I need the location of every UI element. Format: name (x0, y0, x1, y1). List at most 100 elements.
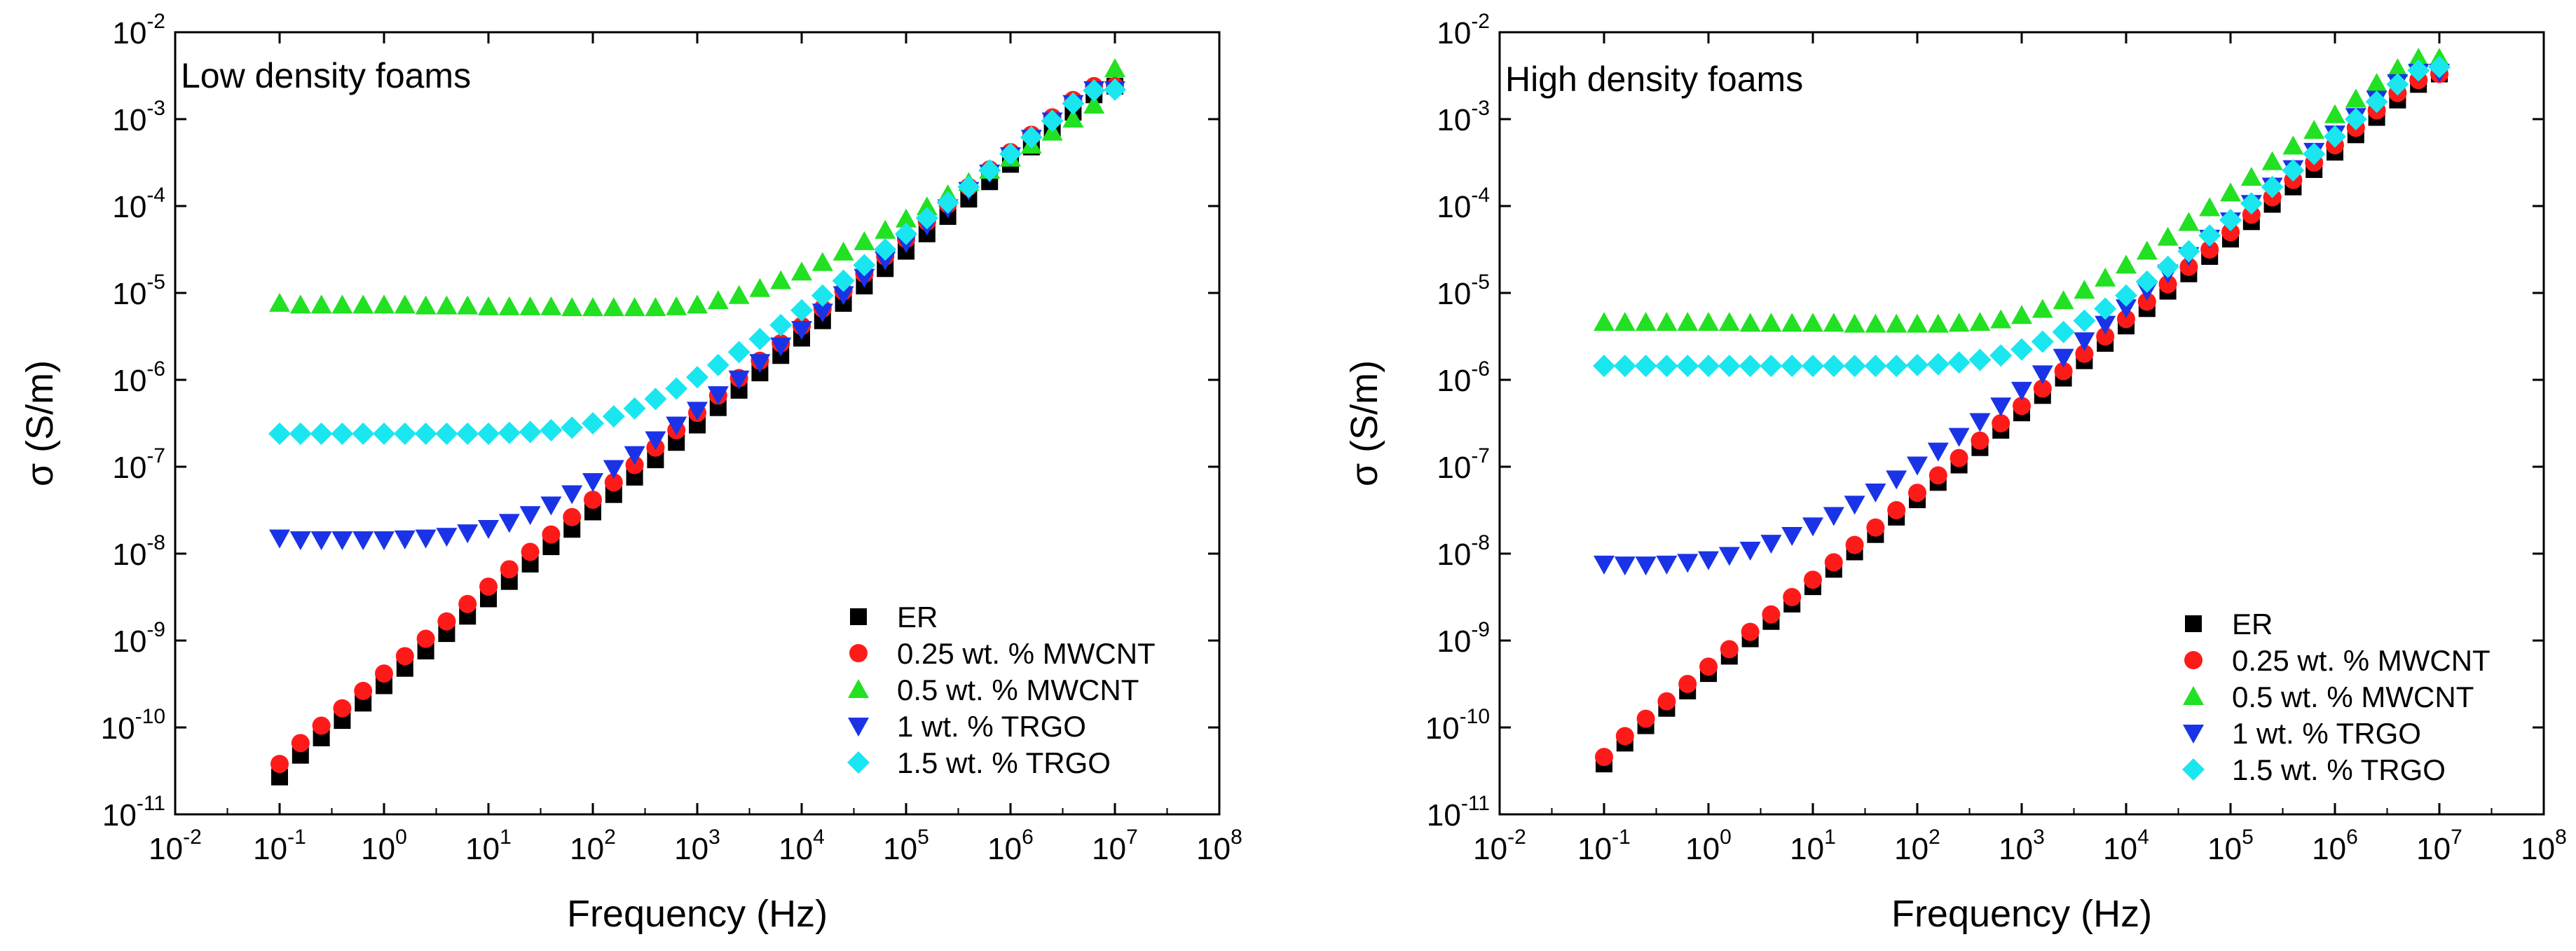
data-point (2386, 73, 2409, 96)
data-point (603, 460, 624, 479)
data-point (1864, 355, 1887, 378)
data-point (790, 299, 813, 322)
data-point (895, 222, 917, 245)
data-point (2179, 257, 2198, 276)
data-point (2408, 48, 2430, 67)
data-point (1656, 312, 1678, 331)
y-tick-label: 10-3 (112, 97, 165, 137)
data-point (2177, 240, 2200, 263)
data-point (687, 294, 708, 314)
y-tick-label: 10-3 (1437, 97, 1490, 137)
data-point (1062, 92, 1085, 115)
data-point (1698, 551, 1719, 570)
data-point (1595, 748, 1613, 767)
data-point (395, 647, 414, 666)
data-point (1635, 556, 1657, 576)
data-point (1760, 535, 1782, 554)
data-point (2115, 284, 2137, 307)
data-point (2074, 332, 2095, 352)
data-point (2282, 135, 2304, 155)
data-point (769, 313, 793, 336)
data-point (811, 303, 833, 323)
x-axis-label: Frequency (Hz) (567, 893, 828, 935)
x-tick-label: 102 (570, 826, 616, 866)
data-point (457, 295, 479, 315)
data-point (498, 296, 520, 315)
data-point (2052, 320, 2075, 343)
data-point (1593, 355, 1615, 378)
data-point (519, 296, 541, 315)
data-point (1927, 442, 1949, 462)
data-point (624, 446, 645, 465)
data-point (1948, 427, 1970, 447)
series-5 (268, 78, 1126, 445)
x-tick-label: 10-1 (253, 826, 306, 866)
y-tick-label: 10-10 (101, 705, 165, 746)
data-point (2387, 58, 2409, 78)
data-point (875, 251, 896, 271)
data-point (1969, 312, 1991, 331)
data-point (582, 297, 603, 317)
data-point (645, 297, 666, 317)
data-point (2031, 330, 2054, 353)
data-point (2428, 55, 2451, 78)
data-point (2033, 379, 2052, 398)
data-point (707, 386, 729, 406)
data-point (373, 422, 395, 445)
data-point (2366, 73, 2387, 93)
data-point (312, 716, 331, 735)
data-point (2303, 142, 2326, 165)
data-point (1020, 126, 1043, 149)
data-point (1802, 355, 1824, 378)
data-point (2219, 208, 2242, 231)
data-point (2345, 88, 2366, 108)
data-point (1697, 355, 1720, 378)
data-point (770, 270, 792, 289)
data-point (936, 191, 959, 214)
data-point (269, 292, 290, 312)
data-point (498, 421, 521, 444)
legend-marker (2182, 758, 2205, 781)
y-tick-label: 10-10 (1425, 705, 1490, 746)
data-point (2157, 226, 2179, 246)
series-4 (269, 81, 1125, 551)
data-point (1781, 313, 1803, 332)
data-point (500, 560, 519, 579)
data-point (2344, 108, 2367, 130)
data-point (1885, 355, 1908, 378)
data-point (2178, 212, 2200, 231)
legend-marker (848, 718, 869, 737)
x-tick-label: 100 (1685, 826, 1732, 866)
data-point (2324, 125, 2346, 148)
series-2 (1595, 64, 2448, 767)
x-axis: 10-2 10-1 100 101 102 103 104 105 106 107 108 (149, 32, 1242, 866)
x-tick-label: 103 (1999, 826, 2045, 866)
data-point (1824, 553, 1843, 572)
data-point (291, 734, 310, 753)
data-point (2282, 159, 2305, 182)
data-point (2116, 299, 2137, 319)
data-point (584, 491, 602, 509)
data-point (1781, 526, 1803, 546)
data-point (436, 295, 458, 315)
data-point (1676, 355, 1699, 378)
x-tick-label: 106 (987, 826, 1034, 866)
data-point (561, 297, 583, 317)
data-point (874, 238, 897, 261)
data-point (1844, 313, 1865, 333)
data-point (1906, 353, 1928, 376)
legend-marker (2184, 651, 2202, 669)
data-point (310, 294, 332, 314)
data-point (1062, 109, 1084, 128)
data-point (1990, 397, 2012, 417)
data-point (2198, 224, 2221, 247)
data-point (854, 268, 875, 288)
data-point (832, 269, 855, 292)
legend-label: 0.25 wt. % MWCNT (2232, 644, 2491, 677)
data-point (1971, 431, 1989, 450)
data-point (1677, 312, 1699, 331)
data-point (706, 353, 729, 376)
data-point (604, 473, 623, 492)
x-tick-label: 108 (1196, 826, 1242, 866)
